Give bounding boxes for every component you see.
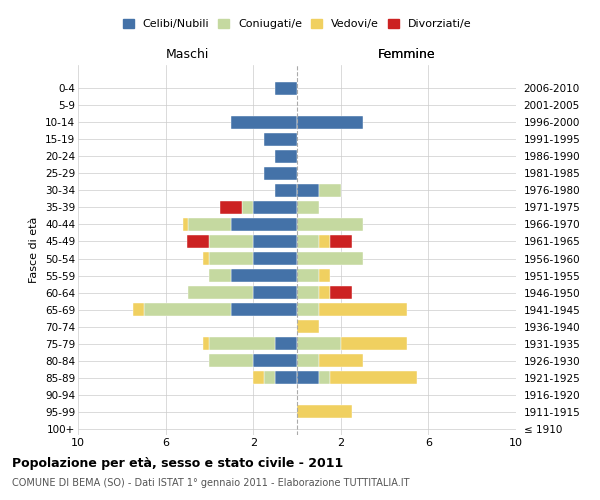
Legend: Celibi/Nubili, Coniugati/e, Vedovi/e, Divorziati/e: Celibi/Nubili, Coniugati/e, Vedovi/e, Di… bbox=[122, 19, 472, 29]
Bar bbox=[183, 218, 187, 231]
Bar bbox=[297, 372, 319, 384]
Bar bbox=[220, 201, 242, 214]
Bar bbox=[319, 303, 407, 316]
Bar bbox=[232, 218, 297, 231]
Bar bbox=[275, 184, 297, 197]
Bar bbox=[319, 235, 330, 248]
Bar bbox=[133, 303, 144, 316]
Bar bbox=[275, 150, 297, 162]
Bar bbox=[319, 286, 330, 299]
Bar bbox=[297, 406, 352, 418]
Bar bbox=[275, 82, 297, 94]
Text: Popolazione per età, sesso e stato civile - 2011: Popolazione per età, sesso e stato civil… bbox=[12, 458, 343, 470]
Text: Femmine: Femmine bbox=[377, 48, 436, 62]
Bar bbox=[297, 201, 319, 214]
Bar bbox=[297, 218, 362, 231]
Bar bbox=[297, 286, 319, 299]
Bar bbox=[330, 286, 352, 299]
Bar bbox=[253, 252, 297, 265]
Bar bbox=[253, 286, 297, 299]
Bar bbox=[297, 354, 319, 367]
Bar bbox=[232, 116, 297, 128]
Bar bbox=[341, 338, 407, 350]
Bar bbox=[297, 269, 319, 282]
Bar bbox=[209, 354, 253, 367]
Bar bbox=[187, 218, 232, 231]
Bar bbox=[319, 354, 362, 367]
Bar bbox=[330, 372, 418, 384]
Bar bbox=[319, 184, 341, 197]
Bar bbox=[264, 133, 297, 145]
Bar bbox=[297, 184, 319, 197]
Bar bbox=[319, 269, 330, 282]
Bar bbox=[275, 338, 297, 350]
Bar bbox=[232, 303, 297, 316]
Bar bbox=[297, 235, 319, 248]
Text: Femmine: Femmine bbox=[377, 48, 436, 62]
Y-axis label: Fasce di età: Fasce di età bbox=[29, 217, 40, 283]
Bar bbox=[253, 354, 297, 367]
Bar bbox=[203, 252, 209, 265]
Bar bbox=[144, 303, 232, 316]
Bar bbox=[232, 269, 297, 282]
Bar bbox=[275, 372, 297, 384]
Bar bbox=[209, 338, 275, 350]
Bar bbox=[203, 338, 209, 350]
Bar bbox=[297, 116, 362, 128]
Text: COMUNE DI BEMA (SO) - Dati ISTAT 1° gennaio 2011 - Elaborazione TUTTITALIA.IT: COMUNE DI BEMA (SO) - Dati ISTAT 1° genn… bbox=[12, 478, 409, 488]
Bar bbox=[297, 320, 319, 333]
Bar bbox=[209, 235, 253, 248]
Bar bbox=[209, 269, 232, 282]
Bar bbox=[297, 338, 341, 350]
Bar bbox=[264, 167, 297, 179]
Bar bbox=[297, 303, 319, 316]
Text: Maschi: Maschi bbox=[166, 48, 209, 62]
Bar bbox=[330, 235, 352, 248]
Bar bbox=[253, 235, 297, 248]
Bar bbox=[253, 201, 297, 214]
Bar bbox=[264, 372, 275, 384]
Bar bbox=[187, 286, 253, 299]
Y-axis label: Anni di nascita: Anni di nascita bbox=[597, 209, 600, 291]
Bar bbox=[319, 372, 330, 384]
Bar bbox=[242, 201, 253, 214]
Bar bbox=[253, 372, 264, 384]
Bar bbox=[209, 252, 253, 265]
Bar bbox=[187, 235, 209, 248]
Bar bbox=[297, 252, 362, 265]
